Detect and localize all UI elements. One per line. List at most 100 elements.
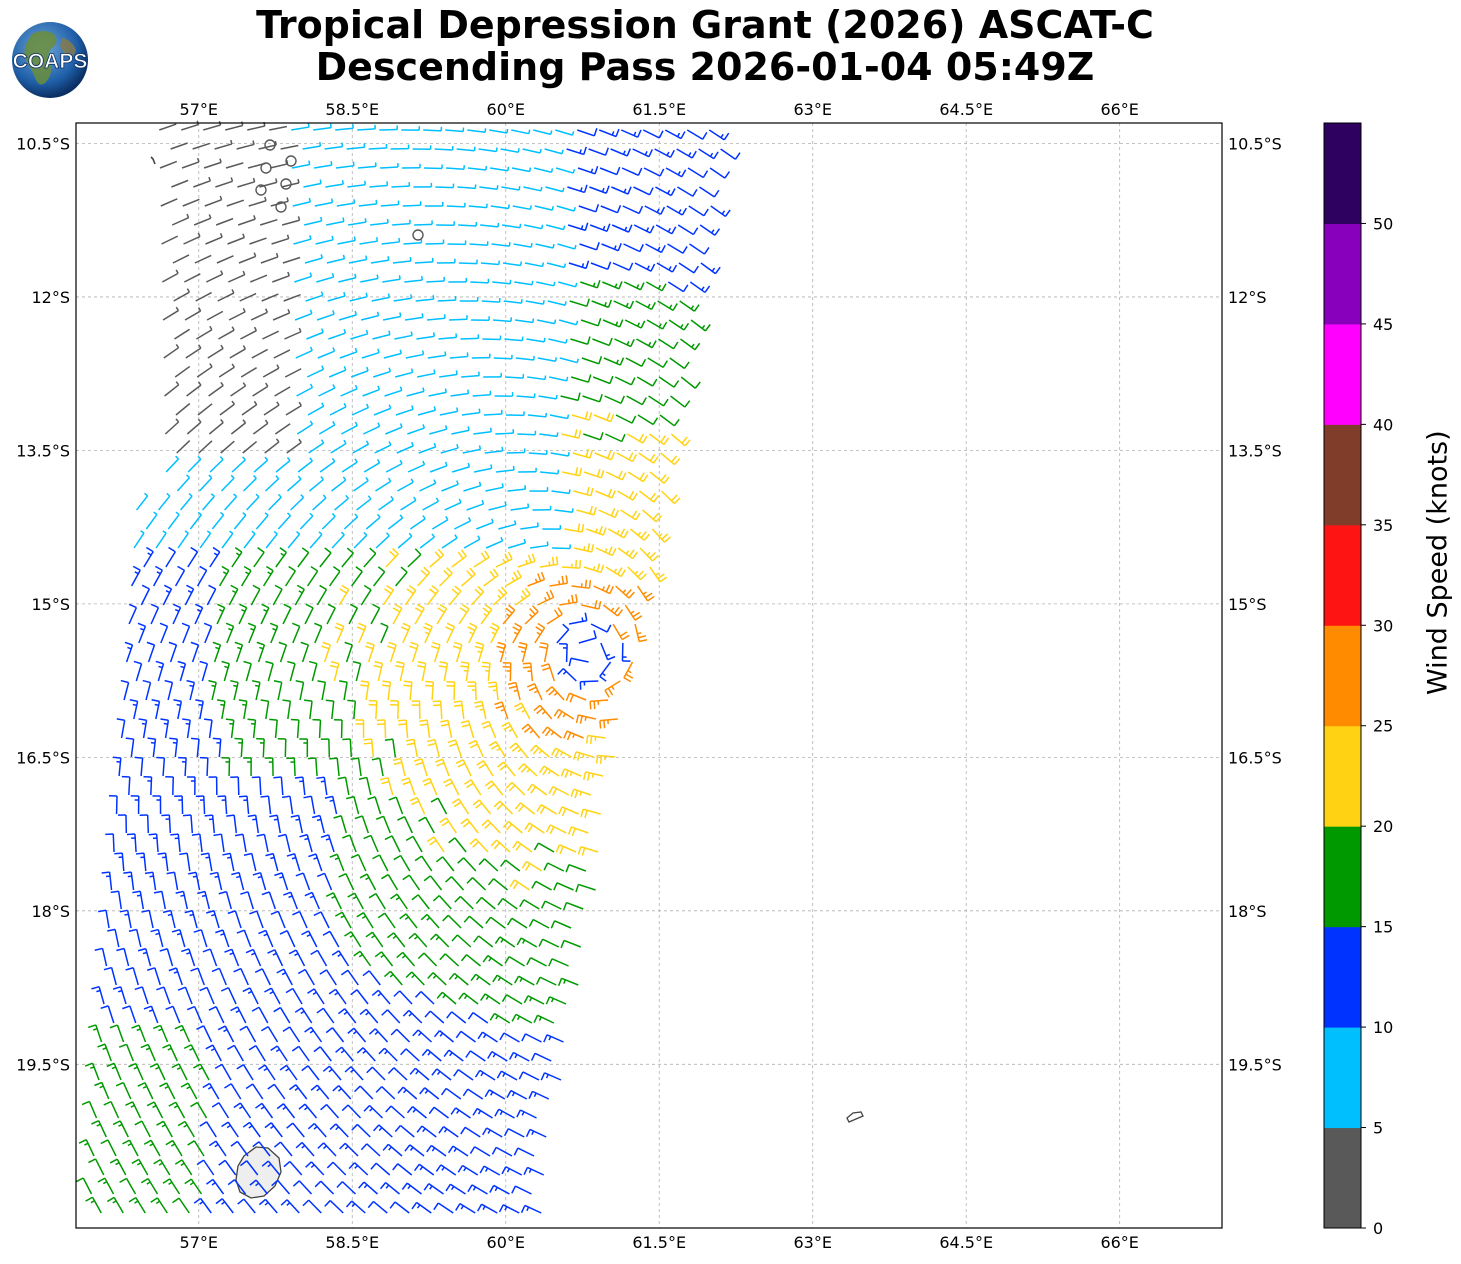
barb-staff [358, 203, 377, 207]
barb-staff [179, 929, 186, 948]
wind-barb [648, 395, 669, 407]
barb-half-flag [581, 753, 585, 759]
barb-half-flag [183, 1124, 188, 1128]
barb-flag [481, 819, 489, 827]
barb-staff [665, 167, 683, 178]
wind-barb [427, 351, 447, 359]
barb-staff [366, 777, 372, 796]
wind-barb [441, 534, 458, 549]
wind-barb [326, 603, 336, 625]
barb-staff [636, 338, 653, 349]
barb-staff [418, 446, 436, 454]
barb-flag [156, 986, 165, 991]
wind-barb [512, 622, 523, 644]
wind-barb [515, 355, 535, 361]
barb-flag [243, 660, 252, 665]
barb-staff [400, 855, 411, 872]
wind-barb [374, 951, 394, 967]
barb-staff [382, 315, 401, 321]
barb-half-flag [701, 286, 705, 291]
barb-half-flag [565, 338, 568, 344]
barb-flag [522, 662, 531, 665]
barb-staff [458, 608, 470, 625]
barb-flag [581, 523, 585, 533]
barb-flag [312, 814, 321, 819]
barb-flag [607, 299, 613, 308]
barb-half-flag [176, 703, 181, 707]
barb-staff [203, 124, 221, 131]
barb-flag [363, 834, 372, 840]
barb-half-flag [242, 419, 247, 424]
barb-flag [363, 584, 372, 591]
barb-staff [370, 222, 389, 226]
wind-barb [103, 1100, 120, 1119]
barb-half-flag [550, 998, 554, 1003]
barb-staff [687, 167, 704, 179]
barb-half-flag [399, 423, 403, 428]
barb-staff [580, 680, 599, 683]
wind-barb [251, 776, 262, 796]
wind-barb [529, 487, 549, 492]
lat-tick-label-left: 19.5°S [16, 1055, 70, 1074]
wind-barb [595, 488, 616, 499]
barb-half-flag [242, 270, 246, 276]
wind-barb [382, 584, 394, 606]
barb-staff [502, 262, 521, 267]
wind-barb [611, 186, 632, 195]
barb-half-flag [117, 989, 123, 993]
barb-flag [234, 833, 244, 837]
barb-half-flag [720, 133, 724, 139]
barb-staff [161, 235, 179, 245]
barb-staff [85, 1139, 95, 1157]
wind-barb [586, 525, 607, 536]
barb-flag [589, 505, 593, 514]
barb-flag [109, 1024, 118, 1029]
lat-tick-label-right: 15°S [1228, 595, 1267, 614]
wind-barb [478, 858, 499, 872]
wind-barb [227, 1044, 244, 1062]
barb-staff [660, 452, 676, 466]
barb-half-flag [165, 590, 170, 594]
barb-half-flag [184, 530, 189, 534]
barb-staff [184, 757, 187, 777]
barb-flag [401, 777, 410, 782]
barb-half-flag [242, 382, 247, 387]
barb-staff [215, 180, 233, 188]
wind-barb [264, 438, 280, 454]
barb-staff [460, 1030, 476, 1043]
barb-staff [198, 477, 213, 492]
barb-flag [400, 566, 408, 573]
barb-staff [523, 899, 540, 910]
barb-staff [543, 765, 560, 777]
barb-flag [594, 600, 598, 609]
barb-staff [181, 1159, 193, 1176]
barb-staff [508, 820, 523, 834]
barb-half-flag [175, 381, 180, 386]
barb-half-flag [385, 532, 390, 537]
barb-flag [607, 488, 613, 497]
barb-flag [304, 891, 313, 897]
barb-staff [226, 199, 245, 207]
wind-barb [385, 459, 403, 473]
wind-barb [490, 204, 510, 210]
barb-half-flag [526, 1206, 530, 1212]
colorbar-frame [1323, 122, 1362, 1229]
barb-staff [346, 146, 365, 150]
wind-barb [511, 1185, 532, 1195]
barb-half-flag [219, 608, 224, 612]
barb-staff [443, 663, 449, 682]
barb-flag [433, 1202, 439, 1211]
barb-staff [323, 777, 328, 796]
wind-barb [525, 1128, 547, 1138]
barb-flag [518, 1071, 524, 1080]
barb-half-flag [175, 269, 179, 274]
barb-half-flag [569, 771, 573, 777]
barb-half-flag [613, 568, 618, 573]
barb-staff [494, 1012, 511, 1024]
wind-barb [265, 660, 274, 682]
wind-barb [473, 464, 493, 473]
barb-half-flag [253, 400, 258, 406]
barb-half-flag [511, 577, 515, 582]
barb-flag [693, 304, 700, 312]
barb-flag [212, 641, 221, 646]
